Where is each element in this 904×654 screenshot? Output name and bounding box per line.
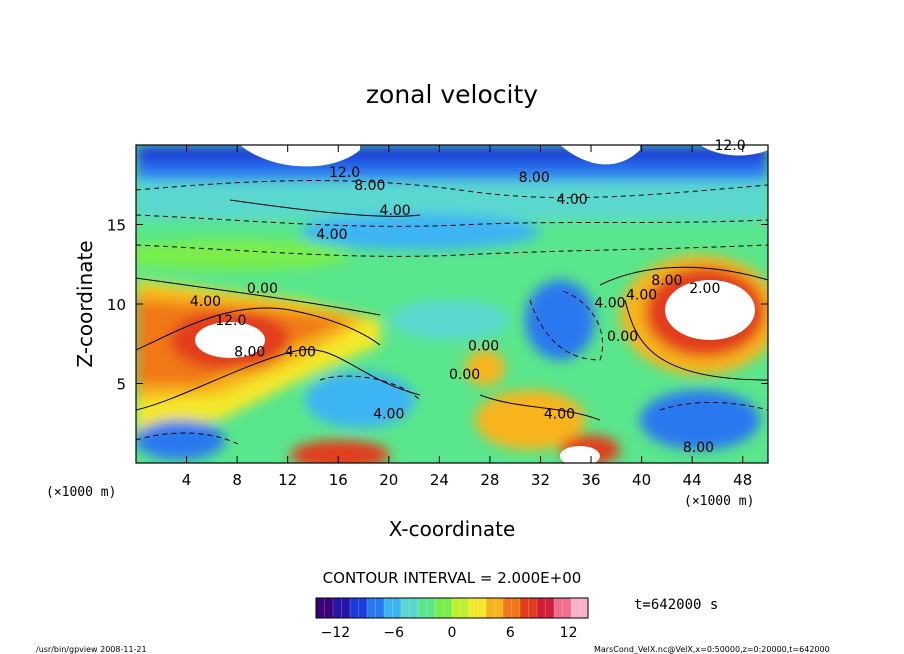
contour-label: 8.00 <box>354 178 385 194</box>
x-unit-right: (×1000 m) <box>684 494 754 509</box>
y-axis-ticks: 5 10 15 <box>107 217 768 394</box>
colorbar-tick-label: 12 <box>560 625 578 641</box>
x-tick-label: 44 <box>683 471 702 489</box>
contour-label: 8.00 <box>651 273 682 289</box>
contour-label: 4.00 <box>190 294 221 310</box>
contour-label: 4.00 <box>544 407 575 423</box>
contour-label: 0.00 <box>607 329 638 345</box>
contour-label: 0.00 <box>468 338 499 354</box>
contour-label: 8.00 <box>234 345 265 361</box>
colorbar-segment <box>571 598 589 618</box>
contour-labels: 12.08.00 8.004.0012.04.004.004.000.0012.0… <box>190 138 746 456</box>
footer-right: MarsCond_VelX.nc@VelX,x=0:50000,z=0:2000… <box>594 645 830 654</box>
x-axis-ticks: 4 8 12 16 20 24 28 32 36 40 44 48 <box>182 145 752 489</box>
chart-title: zonal velocity <box>366 80 538 109</box>
contour-label: 0.00 <box>449 367 480 383</box>
plot-area <box>136 145 768 463</box>
contour-label: 2.00 <box>689 281 720 297</box>
colorbar-tick-label: −12 <box>321 625 351 641</box>
y-tick-label: 15 <box>107 217 126 235</box>
colorbar-segment <box>469 598 487 618</box>
contour-label: 8.00 <box>683 440 714 456</box>
time-label: t=642000 s <box>634 597 718 613</box>
colorbar-frame <box>315 597 589 619</box>
contour-label: 4.00 <box>373 407 404 423</box>
x-tick-label: 32 <box>531 471 550 489</box>
contour-label: 12.0 <box>329 165 360 181</box>
x-tick-label: 12 <box>278 471 297 489</box>
colorbar-ticks: −12 −6 0 6 12 <box>321 625 578 641</box>
colorbar-tick-label: 0 <box>448 625 457 641</box>
colorbar-segment <box>316 598 334 618</box>
contour-interval: CONTOUR INTERVAL = 2.000E+00 <box>323 569 582 587</box>
colorbar-segment <box>486 598 504 618</box>
footer-left: /usr/bin/gpview 2008-11-21 <box>36 645 147 654</box>
x-tick-label: 28 <box>480 471 499 489</box>
contour-label: 4.00 <box>594 295 625 311</box>
x-tick-label: 20 <box>379 471 398 489</box>
x-tick-label: 16 <box>329 471 348 489</box>
colorbar-segment <box>435 598 453 618</box>
colorbar-segment <box>520 598 538 618</box>
contour-label: 8.00 <box>519 170 550 186</box>
x-tick-label: 8 <box>232 471 242 489</box>
contour-label: 0.00 <box>247 281 278 297</box>
colorbar-segment <box>384 598 402 618</box>
colorbar-segment <box>401 598 419 618</box>
colorbar-segment <box>350 598 368 618</box>
colorbar-tick-label: −6 <box>383 625 404 641</box>
colorbar-tick-label: 6 <box>506 625 515 641</box>
colorbar-segment <box>418 598 436 618</box>
x-tick-label: 4 <box>182 471 192 489</box>
y-tick-label: 5 <box>116 376 126 394</box>
x-tick-label: 48 <box>733 471 752 489</box>
colorbar-segment <box>367 598 385 618</box>
contour-label: 12.0 <box>215 313 246 329</box>
colorbar-segment <box>503 598 521 618</box>
contour-label: 4.00 <box>316 227 347 243</box>
x-tick-label: 40 <box>632 471 651 489</box>
colorbar-segment <box>452 598 470 618</box>
x-unit-left: (×1000 m) <box>46 485 116 500</box>
colorbar-segment <box>537 598 555 618</box>
colorbar-segment <box>554 598 572 618</box>
contour-label: 4.00 <box>285 345 316 361</box>
contour-label: 12.0 <box>714 138 745 154</box>
colorbar <box>315 597 589 619</box>
y-axis-label: Z-coordinate <box>73 240 97 367</box>
contour-label: 4.00 <box>380 203 411 219</box>
contour-label: 4.00 <box>556 192 587 208</box>
y-tick-label: 10 <box>107 296 126 314</box>
x-tick-label: 24 <box>430 471 449 489</box>
x-tick-label: 36 <box>581 471 600 489</box>
x-axis-label: X-coordinate <box>389 517 516 541</box>
contour-label: 4.00 <box>626 287 657 303</box>
colorbar-segment <box>333 598 351 618</box>
